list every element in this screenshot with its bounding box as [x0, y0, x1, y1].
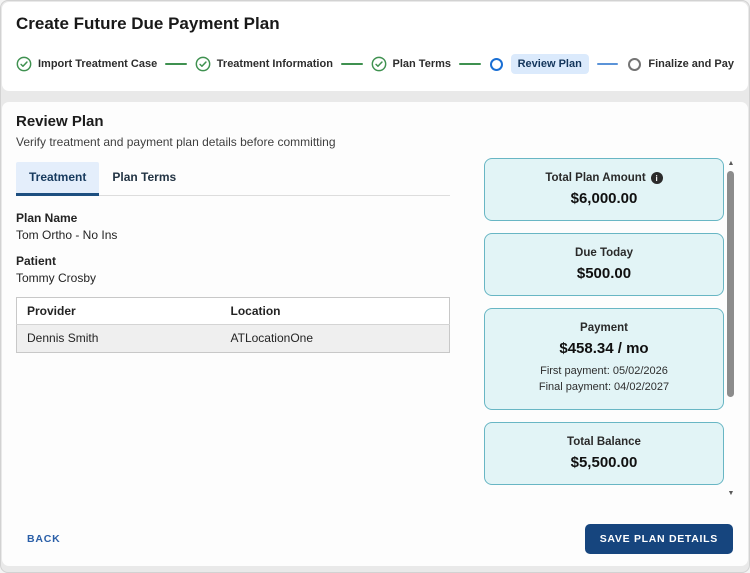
field-plan-name: Plan Name Tom Ortho - No Ins	[16, 211, 450, 242]
stepper-step-import-treatment-case[interactable]: Import Treatment Case	[16, 56, 157, 72]
step-connector	[340, 63, 363, 65]
footer-actions: BACK SAVE PLAN DETAILS	[27, 523, 733, 554]
card-amount: $500.00	[576, 265, 632, 282]
section-title: Review Plan	[16, 113, 104, 130]
stepper-step-review-plan[interactable]: Review Plan	[489, 54, 589, 74]
page-title: Create Future Due Payment Plan	[16, 14, 280, 33]
summary-scrollbar[interactable]: ▲ ▼	[726, 158, 736, 500]
scrollbar-thumb[interactable]	[727, 171, 734, 397]
step-label: Import Treatment Case	[38, 58, 158, 70]
step-connector	[596, 63, 619, 65]
radio-circle-icon	[489, 56, 505, 72]
field-patient: Patient Tommy Crosby	[16, 254, 450, 285]
summary-panel: Total Plan Amount i $6,000.00 Due Today $500…	[484, 158, 736, 500]
dialog-header: Create Future Due Payment Plan Import Tr…	[2, 2, 748, 91]
card-title: Total Balance	[567, 435, 641, 448]
tab-bar: Treatment Plan Terms	[16, 162, 450, 196]
back-button[interactable]: BACK	[27, 532, 61, 545]
card-details: First payment: 05/02/2026 Final payment: …	[495, 364, 713, 396]
stepper-step-treatment-information[interactable]: Treatment Information	[195, 56, 333, 72]
card-detail-line: Final payment: 04/02/2027	[538, 380, 670, 393]
check-circle-icon	[371, 56, 387, 72]
column-header-provider: Provider	[16, 297, 221, 325]
card-amount: $458.34 / mo	[559, 340, 649, 357]
stepper-step-finalize-and-pay[interactable]: Finalize and Pay	[626, 56, 734, 72]
review-plan-panel: Review Plan Verify treatment and payment…	[2, 102, 748, 566]
field-label: Plan Name	[16, 211, 78, 225]
step-label: Finalize and Pay	[648, 58, 734, 70]
provider-table: Provider Location Dennis Smith ATLocationO…	[16, 297, 450, 353]
scroll-up-arrow-icon[interactable]: ▲	[727, 160, 735, 167]
step-label: Plan Terms	[392, 58, 452, 70]
check-circle-icon	[195, 56, 211, 72]
radio-circle-icon	[626, 56, 642, 72]
stepper: Import Treatment Case Treatment Informati…	[16, 52, 734, 76]
card-detail-line: First payment: 05/02/2026	[540, 365, 668, 377]
field-value: Tom Ortho - No Ins	[16, 228, 118, 242]
card-amount: $6,000.00	[570, 190, 638, 207]
step-connector	[165, 63, 187, 65]
field-value: Tommy Crosby	[16, 271, 97, 285]
card-title: Payment	[580, 322, 628, 334]
save-plan-details-button[interactable]: SAVE PLAN DETAILS	[584, 523, 733, 554]
provider-table-header-row: Provider Location	[16, 297, 450, 325]
summary-card-total-balance: Total Balance $5,500.00	[484, 421, 724, 485]
summary-card-due-today: Due Today $500.00	[484, 233, 724, 296]
table-row: Dennis Smith ATLocationOne	[16, 324, 450, 353]
section-subtitle: Verify treatment and payment plan detail…	[16, 135, 336, 149]
card-title: Due Today	[575, 247, 633, 259]
check-circle-icon	[16, 56, 32, 72]
table-cell: ATLocationOne	[220, 324, 450, 353]
summary-card-total-plan-amount: Total Plan Amount i $6,000.00	[484, 158, 724, 221]
summary-cards: Total Plan Amount i $6,000.00 Due Today $500…	[484, 158, 724, 485]
tab-plan-terms[interactable]: Plan Terms	[112, 170, 177, 184]
field-label: Patient	[16, 254, 57, 268]
tab-treatment[interactable]: Treatment	[16, 162, 100, 196]
step-label: Treatment Information	[216, 58, 333, 70]
stepper-step-plan-terms[interactable]: Plan Terms	[371, 56, 452, 72]
card-title: Total Plan Amount	[545, 172, 646, 184]
plan-fields: Plan Name Tom Ortho - No Ins Patient Tommy …	[16, 211, 450, 285]
table-cell: Dennis Smith	[16, 324, 221, 353]
scroll-down-arrow-icon[interactable]: ▼	[727, 490, 735, 497]
step-connector	[459, 63, 481, 65]
info-icon[interactable]: i	[650, 172, 663, 184]
summary-card-payment: Payment $458.34 / mo First payment: 05/02/…	[484, 308, 724, 410]
treatment-details: Treatment Plan Terms Plan Name Tom Ortho -…	[16, 162, 450, 353]
column-header-location: Location	[220, 297, 450, 325]
card-amount: $5,500.00	[570, 453, 638, 471]
step-label: Review Plan	[510, 54, 589, 74]
